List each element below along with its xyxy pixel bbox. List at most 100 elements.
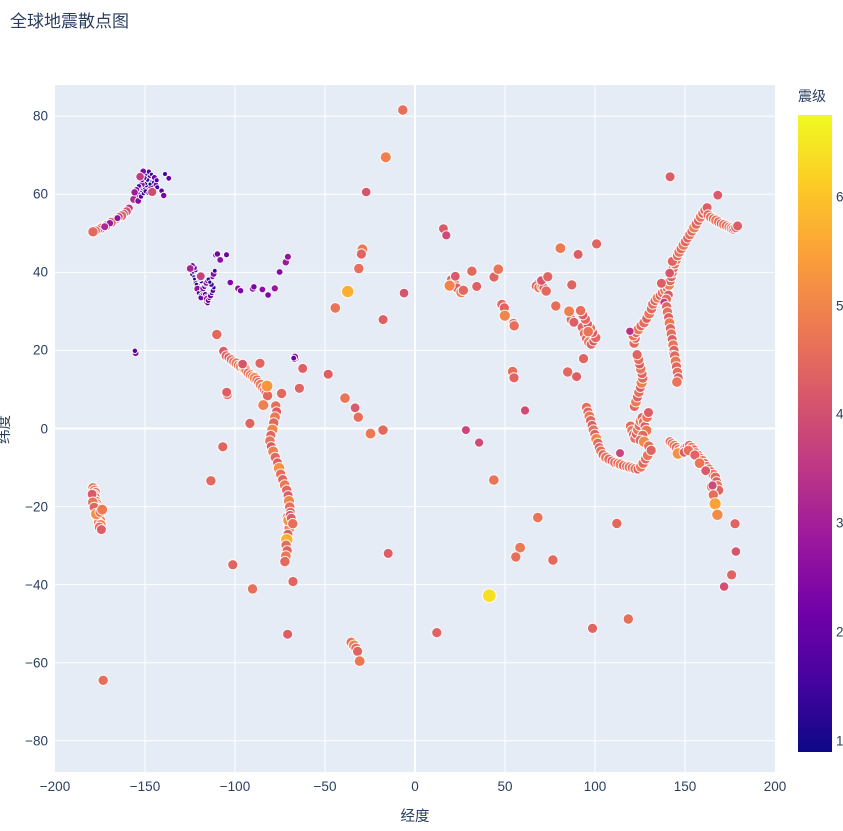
- data-point[interactable]: [113, 214, 122, 223]
- data-point[interactable]: [100, 222, 110, 232]
- data-point[interactable]: [254, 357, 266, 369]
- data-point[interactable]: [510, 551, 522, 563]
- data-point[interactable]: [290, 354, 298, 362]
- data-point[interactable]: [226, 278, 235, 287]
- data-point[interactable]: [221, 386, 233, 398]
- data-point[interactable]: [339, 392, 351, 404]
- data-point[interactable]: [457, 284, 470, 296]
- data-point[interactable]: [572, 248, 584, 260]
- data-point[interactable]: [147, 186, 158, 198]
- data-point[interactable]: [258, 285, 267, 294]
- data-point[interactable]: [568, 316, 580, 328]
- data-point[interactable]: [355, 248, 367, 260]
- data-point[interactable]: [729, 518, 741, 530]
- data-point[interactable]: [441, 230, 452, 241]
- data-point[interactable]: [718, 581, 730, 592]
- data-point[interactable]: [591, 238, 603, 250]
- data-point[interactable]: [360, 186, 372, 198]
- data-point[interactable]: [165, 174, 173, 182]
- data-point[interactable]: [664, 267, 676, 279]
- data-point[interactable]: [97, 674, 109, 686]
- data-point[interactable]: [508, 372, 520, 384]
- data-point[interactable]: [244, 417, 256, 429]
- data-point[interactable]: [707, 480, 718, 491]
- data-point[interactable]: [700, 465, 712, 477]
- data-point[interactable]: [96, 503, 109, 516]
- data-point[interactable]: [379, 151, 392, 164]
- data-point[interactable]: [615, 448, 625, 459]
- data-point[interactable]: [397, 104, 409, 116]
- data-point[interactable]: [153, 177, 160, 184]
- data-point[interactable]: [508, 320, 520, 332]
- data-point[interactable]: [449, 270, 461, 282]
- data-point[interactable]: [257, 399, 270, 412]
- data-point[interactable]: [275, 268, 284, 276]
- data-point[interactable]: [726, 569, 738, 581]
- data-point[interactable]: [297, 362, 309, 374]
- data-point[interactable]: [364, 427, 377, 440]
- data-point[interactable]: [185, 264, 195, 273]
- data-point[interactable]: [270, 284, 279, 293]
- data-point[interactable]: [554, 242, 567, 255]
- data-point[interactable]: [260, 379, 274, 393]
- colorbar-gradient[interactable]: [798, 115, 832, 752]
- data-point[interactable]: [207, 279, 213, 285]
- data-point[interactable]: [352, 645, 364, 658]
- data-point[interactable]: [223, 251, 230, 259]
- data-point[interactable]: [532, 511, 544, 524]
- data-point[interactable]: [237, 358, 248, 370]
- data-point[interactable]: [671, 376, 683, 388]
- data-point[interactable]: [577, 353, 590, 365]
- data-point[interactable]: [664, 171, 676, 183]
- data-point[interactable]: [622, 613, 634, 625]
- data-point[interactable]: [246, 583, 259, 595]
- data-point[interactable]: [87, 226, 99, 238]
- data-point[interactable]: [540, 285, 552, 297]
- data-point[interactable]: [275, 387, 288, 400]
- data-point[interactable]: [147, 181, 153, 187]
- data-point[interactable]: [279, 555, 291, 568]
- data-point[interactable]: [130, 188, 139, 197]
- data-point[interactable]: [582, 325, 595, 338]
- data-point[interactable]: [431, 627, 443, 639]
- data-point[interactable]: [195, 271, 206, 282]
- data-point[interactable]: [643, 407, 654, 418]
- data-point[interactable]: [322, 368, 334, 380]
- data-point[interactable]: [211, 267, 218, 274]
- data-point[interactable]: [460, 425, 471, 436]
- data-point[interactable]: [283, 252, 292, 261]
- data-point[interactable]: [566, 279, 578, 291]
- data-point[interactable]: [264, 291, 272, 299]
- data-point[interactable]: [341, 284, 355, 299]
- data-point[interactable]: [377, 424, 389, 436]
- data-point[interactable]: [471, 280, 483, 292]
- data-point[interactable]: [329, 302, 342, 314]
- data-point[interactable]: [466, 265, 478, 277]
- data-point[interactable]: [287, 575, 299, 588]
- data-point[interactable]: [514, 541, 526, 554]
- data-point[interactable]: [282, 628, 294, 640]
- data-point[interactable]: [574, 304, 587, 317]
- data-point[interactable]: [211, 328, 223, 341]
- data-point[interactable]: [625, 326, 635, 336]
- data-point[interactable]: [382, 547, 394, 559]
- data-point[interactable]: [160, 191, 168, 200]
- data-point[interactable]: [631, 349, 643, 361]
- data-point[interactable]: [711, 508, 724, 521]
- data-point[interactable]: [732, 220, 744, 232]
- data-point[interactable]: [655, 277, 667, 289]
- data-point[interactable]: [492, 263, 505, 276]
- data-point[interactable]: [563, 305, 576, 318]
- data-point[interactable]: [287, 518, 299, 530]
- data-point[interactable]: [377, 314, 389, 326]
- data-point[interactable]: [645, 444, 657, 456]
- data-point[interactable]: [708, 497, 722, 511]
- data-point[interactable]: [519, 405, 531, 416]
- data-point[interactable]: [586, 622, 599, 635]
- data-point[interactable]: [236, 287, 245, 295]
- data-point[interactable]: [693, 457, 706, 470]
- data-point[interactable]: [352, 411, 364, 423]
- data-point[interactable]: [135, 171, 145, 182]
- data-point[interactable]: [217, 441, 229, 453]
